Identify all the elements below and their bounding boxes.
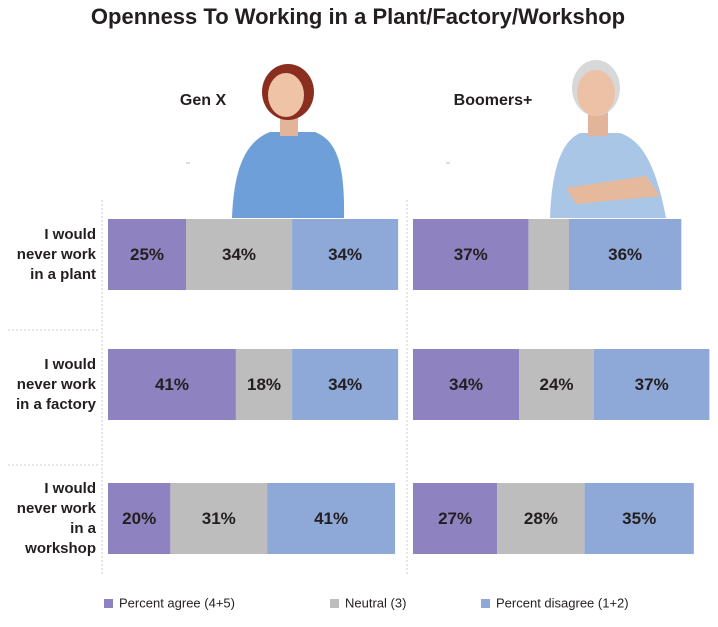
legend-label: Percent agree (4+5): [119, 595, 235, 610]
bar-segment: [497, 483, 585, 554]
bar-segment: [292, 349, 399, 420]
gen-x-photo: [232, 64, 345, 218]
panel-title: Boomers+: [454, 92, 533, 109]
bar-segment: [593, 349, 710, 420]
value-label: 37%: [635, 375, 669, 394]
category-label: I would never work in a factory: [15, 355, 96, 413]
value-label: 27%: [438, 509, 472, 528]
chart-title: Openness To Working in a Plant/Factory/W…: [91, 4, 625, 29]
bar-segment: [413, 219, 529, 290]
bar-segment: [413, 483, 498, 554]
value-label: 31%: [202, 509, 236, 528]
value-label: 37%: [454, 245, 488, 264]
bar-segment: [186, 219, 293, 290]
legend-swatch: [330, 599, 339, 608]
value-label: 41%: [155, 375, 189, 394]
category-label: I would never work in a plant: [16, 225, 96, 283]
bar-segment: [519, 349, 594, 420]
panel-title: Gen X: [180, 92, 227, 109]
value-label: 34%: [328, 375, 362, 394]
bar-segment: [235, 349, 293, 420]
value-label: 25%: [130, 245, 164, 264]
bar-segment: [170, 483, 268, 554]
value-label: 34%: [328, 245, 362, 264]
value-label: 20%: [122, 509, 156, 528]
legend-swatch: [104, 599, 113, 608]
bar-segment: [108, 483, 171, 554]
legend-swatch: [481, 599, 490, 608]
bar-segment: [108, 349, 236, 420]
bar-segment: [413, 349, 520, 420]
value-label: 35%: [622, 509, 656, 528]
bar-segment: [267, 483, 396, 554]
value-label: 41%: [314, 509, 348, 528]
boomers-photo: [550, 60, 666, 218]
legend-label: Percent disagree (1+2): [496, 595, 629, 610]
value-label: 34%: [222, 245, 256, 264]
value-label: 28%: [524, 509, 558, 528]
bar-segment: [569, 219, 682, 290]
bar-segment: [292, 219, 399, 290]
value-label: 24%: [540, 375, 574, 394]
value-label: 36%: [608, 245, 642, 264]
bar-segment: [584, 483, 694, 554]
value-label: 34%: [449, 375, 483, 394]
bar-segment: [528, 219, 569, 290]
bar-segment: [108, 219, 186, 290]
legend-label: Neutral (3): [345, 595, 406, 610]
category-label: I would never work in a workshop: [16, 479, 96, 557]
value-label: 18%: [247, 375, 281, 394]
